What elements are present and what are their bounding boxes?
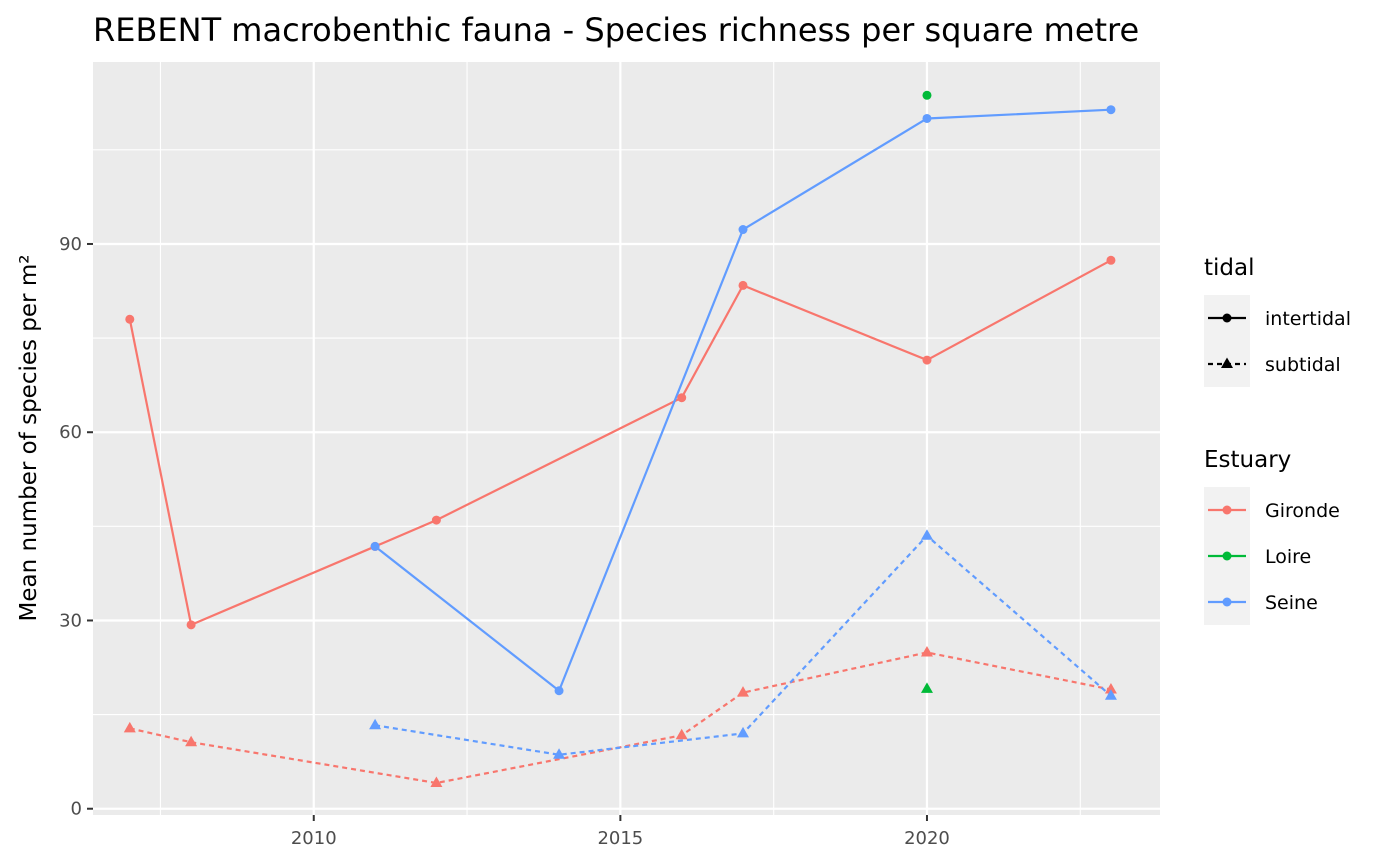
x-tick-label: 2010: [291, 828, 337, 849]
data-point-seine-subtidal: [920, 529, 933, 540]
legend-intertidal-marker: [1222, 313, 1232, 323]
y-axis: 0 30 60 90: [59, 234, 93, 820]
legend-loire-marker: [1222, 551, 1232, 561]
legend-estuary-title: Estuary: [1204, 447, 1291, 473]
legend-intertidal-label: intertidal: [1265, 308, 1351, 330]
data-point-seine-intertidal: [370, 541, 380, 551]
legend-seine-label: Seine: [1265, 592, 1318, 614]
x-tick-label: 2015: [597, 828, 643, 849]
y-tick-label: 0: [71, 799, 82, 820]
x-axis: 2010 2015 2020: [291, 815, 950, 849]
data-point-gironde-subtidal: [675, 728, 688, 740]
data-point-gironde-subtidal: [430, 776, 443, 787]
data-point-gironde-intertidal: [431, 515, 441, 525]
series-line-gironde-intertidal: [128, 259, 1112, 627]
minor-gridlines: [93, 62, 1160, 815]
data-point-seine-intertidal: [738, 225, 748, 235]
legend-seine-marker: [1222, 597, 1232, 607]
data-point-gironde-intertidal: [738, 280, 748, 290]
data-point-loire-subtidal: [920, 682, 933, 693]
data-point-seine-intertidal: [554, 686, 564, 696]
legend-gironde-label: Gironde: [1265, 500, 1340, 522]
data-point-gironde-subtidal: [920, 645, 933, 657]
x-tick-label: 2020: [904, 828, 950, 849]
y-tick-label: 90: [59, 234, 82, 255]
chart-title: REBENT macrobenthic fauna - Species rich…: [93, 11, 1139, 49]
data-point-gironde-intertidal: [1106, 255, 1116, 265]
y-tick-label: 30: [59, 610, 82, 631]
legend-tidal: tidal intertidal subtidal: [1204, 255, 1351, 387]
data-point-gironde-intertidal: [186, 620, 196, 630]
data-point-gironde-intertidal: [125, 314, 135, 324]
data-point-loire-intertidal: [922, 90, 932, 100]
data-point-gironde-subtidal: [185, 735, 198, 747]
legend-estuary: Estuary Gironde Loire Seine: [1204, 447, 1340, 625]
data-point-gironde-intertidal: [677, 393, 687, 403]
legend-subtidal-label: subtidal: [1265, 354, 1341, 376]
data-point-seine-intertidal: [922, 113, 932, 123]
plot-panel: [93, 62, 1160, 815]
data-point-seine-subtidal: [369, 718, 382, 730]
data-point-gironde-intertidal: [922, 355, 932, 365]
legend-gironde-marker: [1222, 505, 1232, 515]
y-axis-title: Mean number of species per m²: [16, 255, 42, 622]
data-point-gironde-subtidal: [123, 721, 136, 733]
major-gridlines: [93, 62, 1160, 815]
legend-subtidal-marker: [1221, 357, 1233, 368]
data-point-gironde-subtidal: [1104, 683, 1117, 694]
y-tick-label: 60: [59, 422, 82, 443]
data-point-seine-subtidal: [553, 748, 566, 759]
series-layer: [123, 90, 1117, 787]
legend-tidal-title: tidal: [1204, 255, 1255, 281]
data-point-seine-intertidal: [1106, 105, 1116, 115]
legend-loire-label: Loire: [1265, 546, 1311, 568]
data-point-gironde-subtidal: [737, 686, 750, 697]
data-point-seine-subtidal: [737, 726, 750, 738]
data-point-seine-subtidal: [1104, 689, 1117, 700]
